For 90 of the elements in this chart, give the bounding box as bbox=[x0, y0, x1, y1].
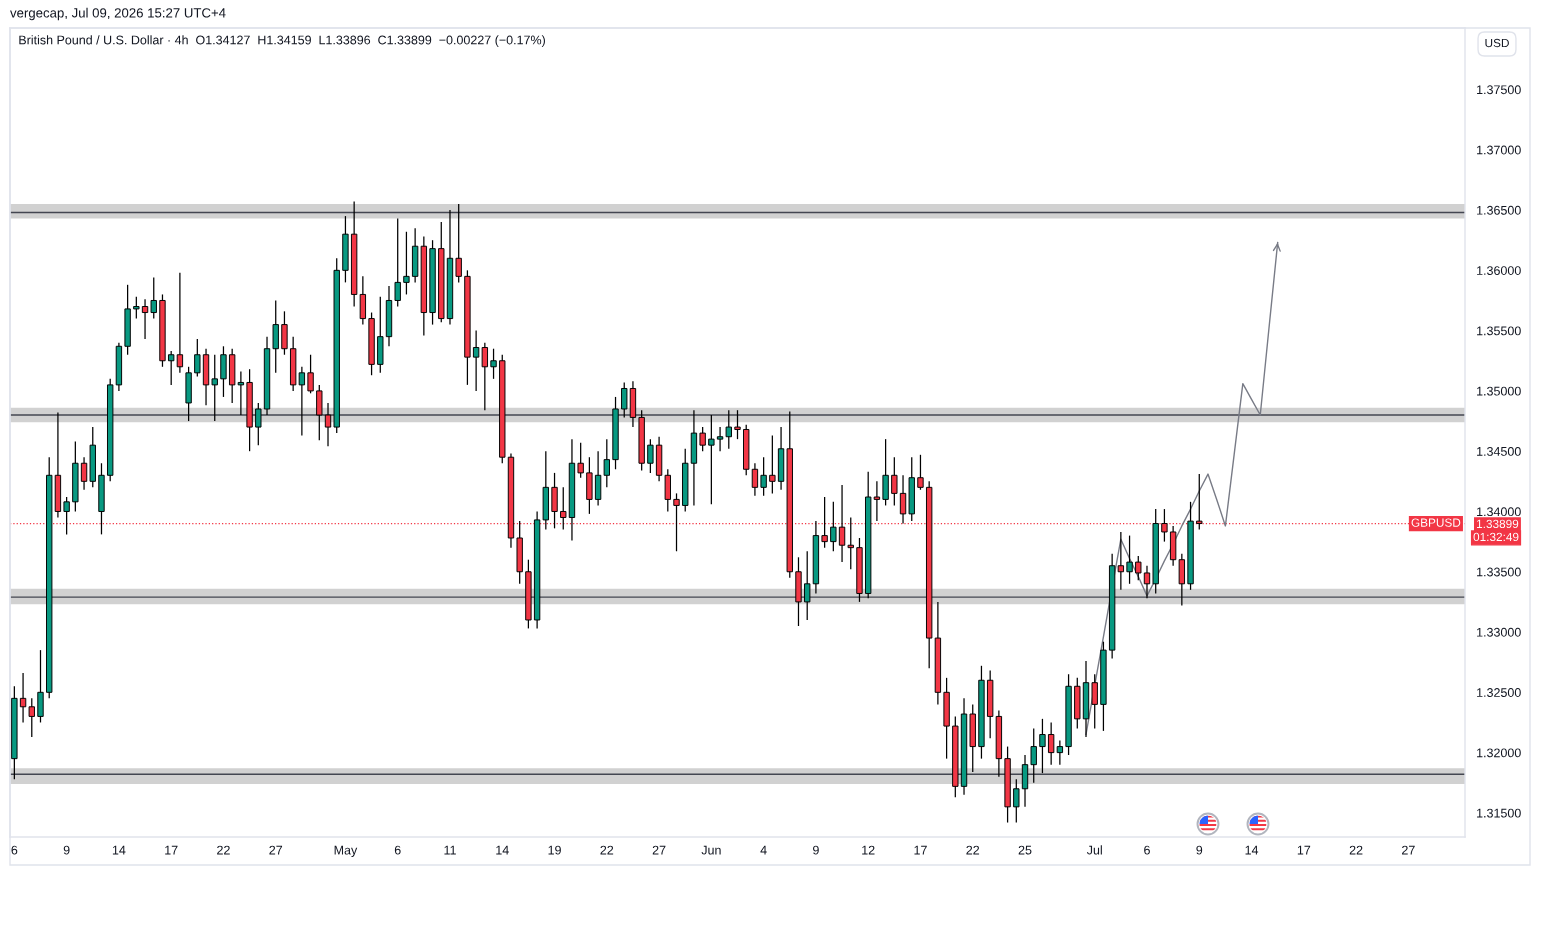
candlestick bbox=[28, 697, 35, 738]
candlestick bbox=[699, 426, 706, 452]
candlestick bbox=[769, 434, 776, 495]
candlestick bbox=[1047, 721, 1055, 766]
y-tick-label: 1.32000 bbox=[1477, 748, 1521, 758]
candlestick bbox=[621, 381, 628, 419]
candlestick bbox=[647, 438, 654, 474]
candlestick bbox=[891, 456, 898, 507]
x-tick-label: 14 bbox=[496, 845, 509, 855]
candlestick bbox=[19, 672, 27, 724]
text: British Pound / U.S. Dollar · 4h O1.34127 H1.34159 L1.33896 C1.33899 −0.00227 (−0.17%) bbox=[19, 35, 545, 47]
ref-line-label: GBPUSD bbox=[1411, 518, 1461, 527]
y-axis-title: USD bbox=[1485, 38, 1509, 48]
candlestick bbox=[1013, 778, 1020, 824]
x-tick-label: 22 bbox=[966, 845, 980, 855]
candlestick bbox=[324, 402, 332, 447]
candlestick bbox=[603, 438, 610, 488]
y-tick-label: 1.33899 bbox=[1477, 519, 1519, 529]
x-tick-label: 6 bbox=[394, 845, 401, 855]
x-tick-label: 27 bbox=[269, 845, 283, 855]
y-tick-label: 1.31500 bbox=[1477, 808, 1521, 818]
y-tick-label: 1.37000 bbox=[1477, 145, 1521, 155]
candlestick bbox=[211, 354, 218, 422]
x-tick-label: 11 bbox=[444, 845, 456, 855]
candlestick bbox=[751, 462, 759, 497]
candlestick bbox=[1056, 739, 1064, 766]
x-tick-label: 9 bbox=[1196, 845, 1203, 855]
x-tick-label: 17 bbox=[165, 845, 178, 855]
candlestick bbox=[830, 501, 837, 552]
x-tick-label: 12 bbox=[862, 845, 875, 855]
y-tick-label: 1.35000 bbox=[1477, 386, 1521, 396]
candlestick bbox=[1030, 727, 1037, 784]
y-tick-label: 1.33500 bbox=[1477, 567, 1521, 577]
y-tick-label: 1.34000 bbox=[1477, 507, 1521, 517]
x-tick-label: 4 bbox=[760, 845, 767, 855]
y-tick-label: 1.37500 bbox=[1477, 85, 1521, 95]
candlestick bbox=[237, 370, 245, 416]
x-tick-label: 17 bbox=[914, 845, 927, 855]
x-tick-label: 6 bbox=[11, 845, 18, 855]
candlestick bbox=[577, 442, 584, 479]
x-tick-label: 25 bbox=[1018, 845, 1032, 855]
x-tick-label: May bbox=[334, 845, 358, 857]
candlestick bbox=[490, 348, 497, 380]
x-tick-label: 14 bbox=[112, 845, 126, 855]
x-tick-label: 14 bbox=[1245, 845, 1259, 855]
x-tick-label: 9 bbox=[813, 845, 819, 855]
text: vergecap, Jul 09, 2026 15:27 UTC+4 bbox=[10, 7, 226, 21]
candlestick bbox=[307, 354, 314, 394]
candlestick bbox=[133, 296, 140, 320]
x-tick-label: 6 bbox=[1144, 845, 1150, 855]
candlestick bbox=[194, 338, 201, 378]
candlestick bbox=[403, 231, 410, 296]
candlestick bbox=[804, 550, 811, 621]
candlestick bbox=[298, 366, 306, 437]
x-tick-label: 22 bbox=[1349, 845, 1363, 855]
y-tick-label: 1.36000 bbox=[1477, 266, 1521, 275]
candlestick bbox=[176, 272, 184, 374]
candlestick bbox=[394, 217, 401, 308]
candlestick bbox=[708, 414, 715, 505]
x-tick-label: 9 bbox=[63, 845, 70, 855]
candlestick bbox=[1039, 718, 1046, 774]
candlestick bbox=[917, 454, 924, 491]
candlestick bbox=[725, 409, 732, 450]
x-tick-label: Jun bbox=[701, 845, 721, 855]
x-tick-label: 19 bbox=[548, 845, 561, 855]
y-tick-label: 1.36500 bbox=[1477, 205, 1521, 215]
candlestick bbox=[167, 350, 175, 386]
x-tick-label: 17 bbox=[1297, 845, 1311, 855]
candlestick bbox=[80, 456, 88, 491]
x-tick-label: 27 bbox=[1402, 845, 1415, 855]
text: 01:32:49 bbox=[1473, 532, 1519, 542]
y-tick-label: 1.33000 bbox=[1477, 627, 1521, 637]
x-tick-label: 22 bbox=[217, 845, 230, 855]
candlestick bbox=[760, 456, 767, 497]
candlestick bbox=[873, 480, 881, 522]
candlestick bbox=[734, 409, 741, 440]
x-tick-label: 22 bbox=[600, 845, 614, 855]
y-tick-label: 1.32500 bbox=[1477, 688, 1521, 697]
x-tick-label: 27 bbox=[652, 845, 666, 855]
candlestick bbox=[472, 329, 480, 392]
candlestick bbox=[255, 402, 262, 446]
candlestick bbox=[481, 342, 489, 411]
candlestick bbox=[150, 276, 157, 320]
y-tick-label: 1.35500 bbox=[1477, 326, 1521, 336]
y-tick-label: 1.34500 bbox=[1477, 446, 1521, 456]
x-tick-label: Jul bbox=[1086, 845, 1102, 855]
candlestick bbox=[141, 298, 149, 340]
candlestick bbox=[455, 203, 462, 284]
candlestick bbox=[63, 496, 70, 536]
candlestick bbox=[716, 426, 724, 452]
